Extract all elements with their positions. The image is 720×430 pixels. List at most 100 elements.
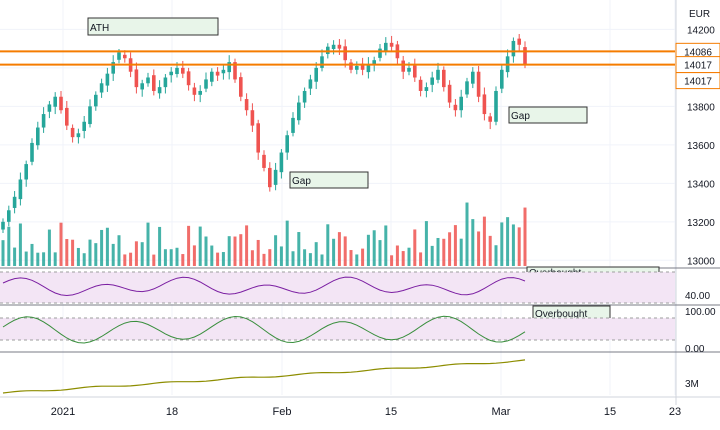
candle-body — [349, 62, 353, 70]
candle-body — [221, 69, 226, 74]
candle-body — [198, 90, 202, 95]
volume-bar — [332, 238, 336, 266]
volume-bar — [250, 250, 254, 266]
candle-body — [76, 133, 81, 138]
volume-bar — [100, 229, 104, 266]
volume-bar — [123, 254, 127, 266]
volume-bar — [134, 241, 138, 266]
volume-bar — [82, 253, 86, 266]
volume-bar — [233, 236, 237, 266]
volume-bar — [500, 222, 504, 266]
volume-bar — [158, 226, 162, 266]
candle-body — [24, 164, 28, 180]
volume-bar — [488, 235, 492, 266]
candle-body — [111, 62, 115, 74]
candle-body — [94, 94, 98, 107]
volume-bar — [453, 225, 457, 266]
volume-bar — [169, 249, 173, 266]
price-tick-label: 13400 — [687, 179, 715, 190]
volume-bar — [111, 243, 115, 266]
volume-bar — [326, 224, 330, 266]
candle-body — [331, 44, 336, 50]
volume-bar — [181, 254, 185, 266]
annotation-label: Overbought — [535, 309, 587, 320]
candle-body — [366, 64, 371, 73]
volume-bar — [105, 227, 109, 266]
volume-bar — [152, 254, 156, 266]
x-tick-label: Feb — [273, 406, 292, 418]
currency-label: EUR — [689, 9, 710, 20]
volume-bar — [192, 245, 196, 266]
volume-bar — [198, 226, 202, 266]
candle-body — [482, 94, 487, 115]
candle-body — [181, 67, 185, 74]
candle-body — [123, 54, 127, 59]
volume-bar — [47, 229, 51, 266]
volume-bar — [140, 242, 144, 266]
volume-bar — [308, 253, 312, 266]
candle-body — [239, 77, 243, 97]
x-tick-label: 18 — [166, 406, 178, 418]
candle-body — [314, 67, 318, 82]
volume-bar — [361, 248, 365, 266]
candle-body — [285, 135, 289, 153]
volume-bar — [94, 243, 98, 266]
candle-body — [360, 63, 365, 70]
candle-body — [442, 69, 446, 88]
volume-bar — [279, 246, 283, 266]
annotation-box — [87, 17, 219, 36]
volume-bar — [482, 216, 486, 266]
candle-body — [169, 71, 173, 76]
volume-bar — [163, 249, 167, 266]
annotation-label: ATH — [90, 23, 109, 34]
volume-bar — [448, 232, 452, 266]
candle-body — [378, 48, 382, 58]
candle-body — [262, 154, 266, 168]
volume-bar — [262, 253, 266, 266]
volume-bar — [239, 234, 243, 266]
candle-body — [30, 142, 34, 162]
osc2-tick-label: 100.00 — [685, 307, 716, 318]
volume-bar — [413, 229, 417, 266]
candle-body — [343, 46, 347, 61]
volume-bar — [395, 245, 399, 266]
candle-body — [372, 60, 376, 65]
candle-body — [204, 79, 208, 89]
annotation-box — [289, 171, 369, 189]
candle-body — [279, 152, 284, 173]
price-tick-label: 13000 — [687, 256, 715, 267]
volume-bar — [59, 222, 63, 266]
volume-bar — [303, 249, 307, 266]
candle-body — [523, 47, 527, 65]
candle-body — [250, 110, 255, 126]
candle-body — [256, 123, 260, 153]
volume-bar — [384, 225, 388, 266]
volume-bar — [297, 232, 301, 266]
volume-bar — [291, 251, 295, 266]
volume-bar — [372, 230, 376, 266]
candle-body — [117, 52, 121, 60]
candle-body — [210, 71, 214, 82]
x-tick-label: Mar — [492, 406, 511, 418]
cumulative-line — [2, 359, 526, 394]
volume-bar — [256, 239, 260, 266]
volume-bar — [30, 243, 34, 266]
candle-body — [227, 62, 231, 73]
volume-bar — [53, 252, 57, 266]
annotation-label: Gap — [292, 176, 311, 187]
candle-body — [337, 44, 342, 49]
candle-body — [36, 127, 40, 146]
osc1-band — [0, 272, 675, 303]
volume-bar — [459, 238, 463, 266]
candle-body — [134, 69, 139, 88]
volume-bar — [465, 202, 469, 266]
volume-bar — [523, 207, 527, 266]
x-tick-label: 15 — [604, 406, 616, 418]
x-tick-label: 15 — [385, 406, 397, 418]
osc2-line — [2, 315, 526, 344]
candle-body — [413, 65, 417, 78]
volume-bar — [117, 235, 121, 266]
volume-bar — [71, 239, 75, 266]
price-tick-label: 14200 — [687, 25, 715, 36]
